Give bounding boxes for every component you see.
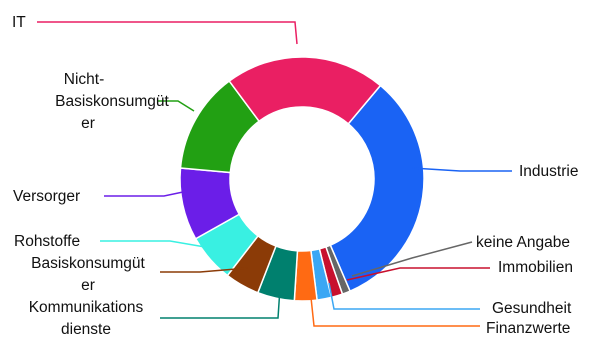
leader-line-industrie — [411, 167, 512, 172]
leader-lines — [37, 21, 512, 327]
label-finanzwerte: Finanzwerte — [486, 320, 570, 337]
leader-line-gesundheit — [328, 282, 480, 310]
label-nicht-basiskonsumgueter: Nicht-Basiskonsumgüt er — [55, 71, 169, 132]
label-rohstoffe: Rohstoffe — [14, 233, 80, 250]
label-kommunikationsdienste: Kommunikations dienste — [29, 299, 144, 338]
leader-line-rohstoffe — [100, 240, 206, 248]
slice-it — [228, 56, 382, 125]
label-gesundheit: Gesundheit — [492, 300, 572, 317]
label-basiskonsumgueter: Basiskonsumgüt er — [31, 255, 145, 294]
label-keine-angabe: keine Angabe — [476, 234, 570, 251]
leader-line-finanzwerte — [309, 287, 480, 327]
leader-line-basiskonsumgueter — [160, 267, 249, 273]
leader-line-versorger — [104, 191, 184, 197]
leader-line-keine-angabe — [351, 241, 473, 277]
label-immobilien: Immobilien — [498, 259, 573, 276]
leader-line-kommunikationsdienste — [160, 287, 281, 319]
slice-labels: IT Nicht-Basiskonsumgüt er Versorger Rohs… — [12, 14, 578, 338]
label-industrie: Industrie — [519, 163, 578, 180]
leader-line-nicht-basiskonsumgueter — [158, 100, 195, 112]
label-versorger: Versorger — [13, 188, 80, 205]
donut-slices — [179, 56, 425, 302]
label-it: IT — [12, 14, 26, 31]
leader-line-immobilien — [346, 267, 490, 281]
slice-industrie — [329, 84, 425, 293]
leader-line-it — [37, 21, 298, 45]
